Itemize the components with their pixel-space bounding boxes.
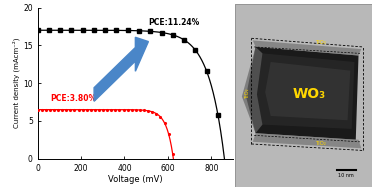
- Text: PCE:11.24%: PCE:11.24%: [149, 18, 200, 27]
- Text: TiO₂ coated-WO₃: TiO₂ coated-WO₃: [89, 63, 144, 69]
- Polygon shape: [257, 53, 355, 129]
- Polygon shape: [265, 62, 350, 120]
- Text: nanosheet arrays: nanosheet arrays: [88, 74, 146, 80]
- Polygon shape: [253, 133, 361, 148]
- Polygon shape: [242, 47, 262, 133]
- Y-axis label: Current density (mAcm⁻²): Current density (mAcm⁻²): [13, 38, 20, 128]
- Text: PCE:3.80%: PCE:3.80%: [51, 94, 97, 103]
- Text: TiO₂: TiO₂: [315, 40, 326, 45]
- FancyArrow shape: [94, 37, 149, 101]
- Text: TiO₂: TiO₂: [315, 142, 326, 146]
- Text: TiO₂: TiO₂: [245, 87, 250, 98]
- X-axis label: Voltage (mV): Voltage (mV): [108, 175, 163, 184]
- Polygon shape: [246, 47, 359, 140]
- Text: 10 nm: 10 nm: [338, 173, 354, 178]
- Polygon shape: [253, 40, 361, 56]
- Text: WO₃: WO₃: [293, 87, 326, 101]
